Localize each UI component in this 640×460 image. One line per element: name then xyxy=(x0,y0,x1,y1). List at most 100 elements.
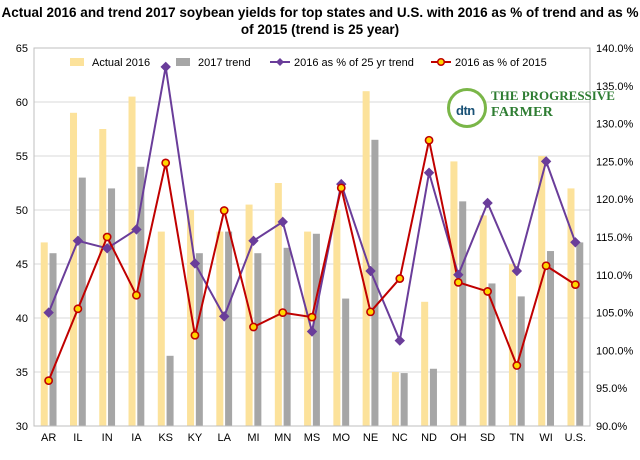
category-label: ND xyxy=(421,432,437,444)
category-label: OH xyxy=(450,432,467,444)
data-point-circle xyxy=(541,261,551,271)
left-tick-label: 65 xyxy=(16,43,28,55)
data-point-circle xyxy=(44,376,54,386)
legend: Actual 2016 2017 trend 2016 as % of 25 yr … xyxy=(70,57,547,69)
data-point-diamond xyxy=(423,167,435,178)
data-point-diamond xyxy=(160,61,171,73)
data-point-diamond xyxy=(277,216,288,228)
bar xyxy=(274,183,282,426)
bar xyxy=(99,129,107,426)
legend-label: Actual 2016 xyxy=(92,57,150,69)
bar xyxy=(517,296,525,426)
bars xyxy=(40,91,584,427)
bar xyxy=(69,112,78,427)
left-tick-label: 40 xyxy=(16,313,28,325)
bar xyxy=(137,166,145,427)
left-tick-label: 50 xyxy=(16,205,28,217)
bar xyxy=(49,253,57,426)
data-point-diamond xyxy=(511,265,523,277)
bar xyxy=(488,283,496,426)
legend-swatch xyxy=(70,58,84,66)
right-tick-label: 115.0% xyxy=(596,232,633,244)
data-point-circle xyxy=(249,322,258,332)
bar xyxy=(78,177,86,426)
legend-label: 2017 trend xyxy=(198,57,251,69)
category-label: U.S. xyxy=(565,432,586,444)
right-tick-label: 110.0% xyxy=(596,270,633,282)
right-tick-label: 100.0% xyxy=(596,345,634,357)
bar xyxy=(391,372,399,426)
data-point-circle xyxy=(307,312,317,322)
right-tick-label: 95.0% xyxy=(596,383,627,395)
bar xyxy=(459,201,467,426)
data-point-circle xyxy=(219,206,229,215)
data-point-diamond xyxy=(189,258,201,269)
category-label: KS xyxy=(158,432,173,444)
category-label: MI xyxy=(247,432,259,444)
bar xyxy=(342,298,350,426)
logo-mark-text: dtn xyxy=(456,103,475,118)
data-point-diamond xyxy=(570,237,581,248)
legend-label: 2016 as % of 25 yr trend xyxy=(294,57,414,69)
right-tick-label: 90.0% xyxy=(596,421,627,433)
data-point-circle xyxy=(395,274,405,283)
category-label: IA xyxy=(131,432,142,444)
logo-name-top: THE PROGRESSIVE xyxy=(491,88,615,103)
right-tick-label: 140.0% xyxy=(596,43,634,55)
bar xyxy=(333,210,341,426)
category-label: WI xyxy=(539,432,552,444)
bar xyxy=(304,231,312,426)
data-point-diamond xyxy=(43,307,54,318)
right-tick-label: 135.0% xyxy=(596,81,634,93)
data-point-diamond xyxy=(365,265,376,277)
category-label: MO xyxy=(332,432,350,444)
legend-swatch xyxy=(176,58,190,66)
bar xyxy=(128,96,136,426)
legend-marker xyxy=(276,58,284,66)
left-tick-label: 45 xyxy=(16,259,28,271)
category-label: LA xyxy=(217,432,231,444)
chart-title: Actual 2016 and trend 2017 soybean yield… xyxy=(1,5,639,37)
bar xyxy=(429,368,437,426)
axes: 30 35 40 45 50 55 60 65 90.0% 95.0% 100.0% 105.0% 11… xyxy=(16,43,634,444)
bar xyxy=(508,264,516,426)
bar xyxy=(254,253,262,426)
category-label: NC xyxy=(392,432,408,444)
data-point-diamond xyxy=(394,335,405,346)
category-label: NE xyxy=(363,432,378,444)
left-tick-label: 60 xyxy=(16,97,28,109)
data-point-circle xyxy=(453,277,463,287)
category-label: KY xyxy=(188,432,203,444)
bar xyxy=(157,231,165,426)
category-label: SD xyxy=(480,432,495,444)
bar xyxy=(312,233,320,426)
right-tick-label: 125.0% xyxy=(596,156,634,168)
legend-marker xyxy=(436,57,446,67)
left-tick-label: 35 xyxy=(16,367,28,379)
data-point-diamond xyxy=(131,224,142,235)
data-point-circle xyxy=(132,290,141,300)
category-label: MN xyxy=(274,432,291,444)
data-point-circle xyxy=(570,280,580,290)
data-point-diamond xyxy=(482,197,493,209)
bar xyxy=(538,156,546,426)
data-point-diamond xyxy=(540,156,552,167)
left-tick-label: 55 xyxy=(16,151,28,163)
bar xyxy=(567,188,575,426)
bar xyxy=(225,231,233,426)
series-line xyxy=(47,140,576,382)
data-point-circle xyxy=(366,307,375,317)
category-label: TN xyxy=(510,432,525,444)
category-label: IL xyxy=(73,432,82,444)
data-point-circle xyxy=(73,304,83,314)
bar xyxy=(400,373,408,426)
bar xyxy=(195,253,203,426)
bar xyxy=(450,161,458,426)
bar xyxy=(216,231,224,426)
data-point-diamond xyxy=(248,235,259,246)
data-point-diamond xyxy=(72,235,84,246)
bar xyxy=(40,242,48,426)
right-tick-label: 105.0% xyxy=(596,308,634,320)
